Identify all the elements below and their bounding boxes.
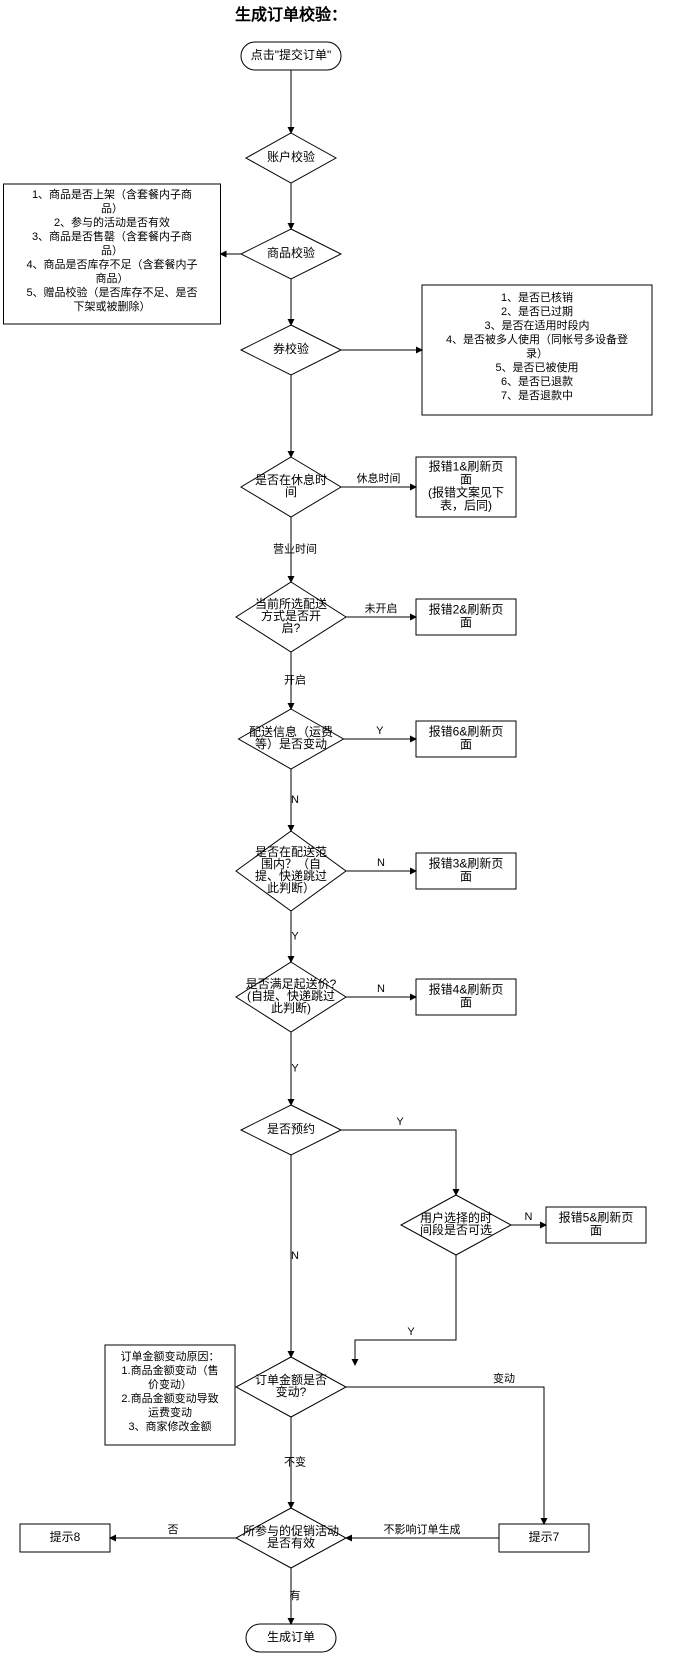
svg-text:录）: 录）	[526, 347, 548, 360]
svg-text:N: N	[291, 794, 299, 806]
svg-text:1、商品是否上架（含套餐内子商: 1、商品是否上架（含套餐内子商	[32, 187, 192, 201]
svg-text:5、是否已被使用: 5、是否已被使用	[495, 361, 578, 374]
svg-text:不影响订单生成: 不影响订单生成	[384, 1522, 461, 1536]
svg-text:Y: Y	[407, 1326, 415, 1338]
svg-text:面: 面	[460, 473, 472, 487]
svg-text:订单金额变动原因：: 订单金额变动原因：	[121, 1349, 220, 1363]
svg-text:是否预约: 是否预约	[267, 1121, 315, 1136]
svg-text:6、是否已退款: 6、是否已退款	[501, 374, 573, 388]
svg-text:Y: Y	[291, 1062, 299, 1074]
svg-text:间: 间	[285, 485, 297, 499]
svg-text:4、是否被多人使用（同帐号多设备登: 4、是否被多人使用（同帐号多设备登	[446, 332, 628, 346]
svg-text:开启: 开启	[284, 673, 306, 686]
svg-text:Y: Y	[376, 725, 384, 737]
svg-text:2.商品金额变动导致: 2.商品金额变动导致	[121, 1391, 218, 1405]
svg-text:2、是否已过期: 2、是否已过期	[501, 305, 573, 318]
svg-text:N: N	[291, 1250, 299, 1262]
svg-text:报错3&刷新页: 报错3&刷新页	[429, 856, 504, 871]
svg-text:此判断）: 此判断）	[267, 880, 315, 895]
svg-text:表，后同): 表，后同)	[440, 499, 492, 513]
svg-text:有: 有	[290, 1588, 301, 1602]
svg-text:商品校验: 商品校验	[267, 245, 315, 260]
svg-text:面: 面	[460, 870, 472, 884]
svg-text:7、是否退款中: 7、是否退款中	[501, 388, 573, 402]
svg-text:下架或被删除）: 下架或被删除）	[74, 299, 151, 313]
svg-text:提示7: 提示7	[529, 1529, 560, 1544]
svg-text:运费变动: 运费变动	[148, 1405, 192, 1419]
svg-text:N: N	[377, 857, 385, 869]
svg-text:变动: 变动	[493, 1371, 515, 1385]
svg-text:3、是否在适用时段内: 3、是否在适用时段内	[484, 318, 589, 332]
svg-text:间段是否可选: 间段是否可选	[420, 1222, 492, 1237]
svg-text:报错5&刷新页: 报错5&刷新页	[559, 1210, 634, 1225]
svg-text:面: 面	[460, 996, 472, 1010]
svg-text:报错4&刷新页: 报错4&刷新页	[429, 982, 504, 997]
svg-text:商品）: 商品）	[96, 271, 129, 285]
svg-text:不变: 不变	[284, 1454, 306, 1468]
svg-text:面: 面	[590, 1224, 602, 1238]
svg-text:提示8: 提示8	[50, 1529, 81, 1544]
svg-text:品）: 品）	[101, 202, 123, 215]
svg-text:等）是否变动: 等）是否变动	[255, 736, 327, 751]
svg-text:否: 否	[168, 1524, 179, 1536]
svg-text:变动?: 变动?	[276, 1384, 307, 1399]
svg-text:4、商品是否库存不足（含套餐内子: 4、商品是否库存不足（含套餐内子	[26, 257, 197, 271]
svg-text:N: N	[525, 1211, 533, 1223]
svg-text:品）: 品）	[101, 244, 123, 257]
svg-text:面: 面	[460, 738, 472, 752]
svg-text:1、是否已核销: 1、是否已核销	[501, 290, 573, 304]
svg-text:账户校验: 账户校验	[267, 149, 315, 164]
svg-text:(报错文案见下: (报错文案见下	[428, 485, 504, 500]
svg-text:营业时间: 营业时间	[273, 541, 317, 555]
svg-text:未开启: 未开启	[365, 602, 398, 615]
svg-text:报错6&刷新页: 报错6&刷新页	[429, 724, 504, 739]
svg-text:Y: Y	[396, 1116, 404, 1128]
flowchart-canvas: 生成订单校验：点击"提交订单"账户校验商品校验券校验是否在休息时间当前所选配送方…	[0, 0, 676, 1667]
svg-text:生成订单: 生成订单	[267, 1630, 315, 1644]
svg-text:面: 面	[460, 616, 472, 630]
svg-text:N: N	[377, 983, 385, 995]
svg-text:启?: 启?	[282, 621, 301, 635]
svg-text:是否有效: 是否有效	[267, 1535, 315, 1550]
svg-text:报错1&刷新页: 报错1&刷新页	[429, 459, 504, 474]
svg-text:报错2&刷新页: 报错2&刷新页	[429, 602, 504, 617]
diagram-title: 生成订单校验：	[235, 5, 347, 24]
svg-text:5、赠品校验（是否库存不足、是否: 5、赠品校验（是否库存不足、是否	[26, 285, 197, 299]
svg-text:2、参与的活动是否有效: 2、参与的活动是否有效	[54, 215, 170, 229]
svg-text:1.商品金额变动（售: 1.商品金额变动（售	[121, 1363, 218, 1377]
svg-text:休息时间: 休息时间	[357, 471, 401, 485]
svg-text:此判断): 此判断)	[271, 1000, 311, 1015]
svg-text:券校验: 券校验	[273, 341, 309, 356]
svg-text:价变动）: 价变动）	[148, 1377, 192, 1391]
svg-text:3、商品是否售罄（含套餐内子商: 3、商品是否售罄（含套餐内子商	[32, 229, 192, 243]
svg-text:3、商家修改金额: 3、商家修改金额	[128, 1419, 211, 1433]
svg-text:点击"提交订单": 点击"提交订单"	[251, 47, 332, 62]
svg-text:Y: Y	[291, 930, 299, 942]
